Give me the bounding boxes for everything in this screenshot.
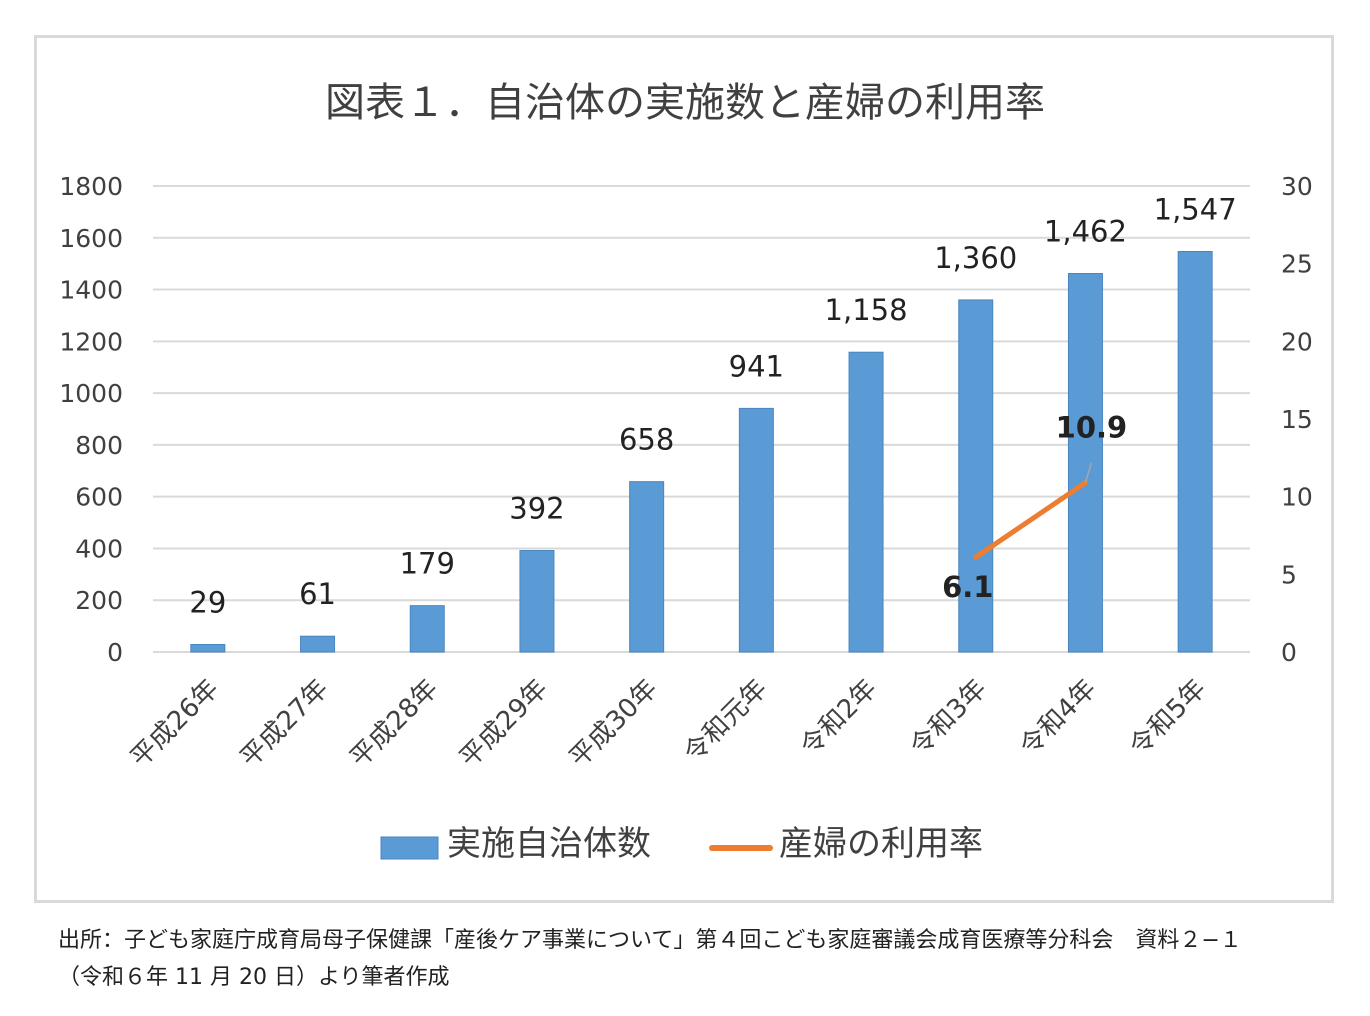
bar xyxy=(1177,250,1213,653)
left-axis-ticks: 0 200 400 600 800 1000 1200 1400 1600 1800 xyxy=(59,172,123,667)
left-tick-label: 600 xyxy=(75,483,123,512)
right-tick-label: 15 xyxy=(1281,405,1313,434)
bar xyxy=(1067,273,1103,653)
right-tick-label: 30 xyxy=(1281,172,1313,201)
bar-data-label: 392 xyxy=(509,492,564,526)
line-path xyxy=(973,480,1088,560)
legend-label-bars: 実施自治体数 xyxy=(447,824,651,864)
bar xyxy=(409,605,445,653)
source-line-2: （令和６年 11 月 20 日）より筆者作成 xyxy=(58,965,450,990)
gridlines xyxy=(153,185,1250,653)
left-tick-label: 1200 xyxy=(59,327,123,356)
category-label: 令和5年 xyxy=(1124,674,1212,762)
bar-series xyxy=(190,250,1213,653)
category-label: 令和3年 xyxy=(905,674,993,762)
line-data-label: 6.1 xyxy=(942,570,993,604)
source-line-1: 出所：子ども家庭庁成育局母子保健課「産後ケア事業について」第４回こども家庭審議会… xyxy=(58,928,1242,953)
legend-label-line: 産婦の利用率 xyxy=(779,824,983,864)
chart-frame xyxy=(34,35,1334,903)
left-tick-label: 800 xyxy=(75,431,123,460)
bar xyxy=(519,550,555,653)
right-axis-ticks: 0 5 10 15 20 25 30 xyxy=(1281,172,1313,667)
right-tick-label: 10 xyxy=(1281,483,1313,512)
category-label: 平成28年 xyxy=(344,674,444,774)
bar xyxy=(848,351,884,653)
bar xyxy=(300,635,336,653)
left-tick-label: 400 xyxy=(75,534,123,563)
category-label: 令和4年 xyxy=(1014,674,1102,762)
left-tick-label: 200 xyxy=(75,586,123,615)
right-tick-label: 0 xyxy=(1281,638,1297,667)
bar xyxy=(958,299,994,653)
bar-data-label: 29 xyxy=(189,585,226,619)
source-note: 出所：子ども家庭庁成育局母子保健課「産後ケア事業について」第４回こども家庭審議会… xyxy=(58,922,1348,996)
left-tick-label: 0 xyxy=(107,638,123,667)
bar-data-label: 658 xyxy=(619,423,674,457)
bar-data-labels: 29 61 179 392 658 941 1,158 1,360 1,462 1,547 xyxy=(189,192,1236,619)
bar-data-label: 1,158 xyxy=(825,293,908,327)
bar-data-label: 61 xyxy=(299,577,336,611)
bar xyxy=(629,481,665,653)
left-tick-label: 1800 xyxy=(59,172,123,201)
category-labels: 平成26年 平成27年 平成28年 平成29年 平成30年 令和元年 令和2年 令和3年 令和4… xyxy=(125,674,1212,774)
category-label: 平成27年 xyxy=(235,674,335,774)
bar-data-label: 179 xyxy=(400,547,455,581)
bar xyxy=(738,407,774,653)
category-label: 平成29年 xyxy=(454,674,554,774)
legend-swatch-bars xyxy=(380,836,439,860)
chart-svg: 図表１．自治体の実施数と産婦の利用率 020040060080010001200… xyxy=(59,80,1313,864)
bar-data-label: 1,360 xyxy=(934,241,1017,275)
category-label: 令和元年 xyxy=(679,674,774,769)
category-label: 平成30年 xyxy=(564,674,664,774)
line-data-label: 10.9 xyxy=(1056,411,1128,445)
category-label: 令和2年 xyxy=(795,674,883,762)
bar-data-label: 1,547 xyxy=(1154,192,1237,226)
line-series: 6.1 10.9 xyxy=(942,411,1127,605)
bar-data-label: 941 xyxy=(729,349,784,383)
legend: 実施自治体数 産婦の利用率 xyxy=(380,824,983,864)
right-tick-label: 20 xyxy=(1281,327,1313,356)
chart-title: 図表１．自治体の実施数と産婦の利用率 xyxy=(325,80,1045,126)
left-tick-label: 1400 xyxy=(59,276,123,305)
bar xyxy=(190,643,226,653)
category-label: 平成26年 xyxy=(125,674,225,774)
data-label-leader xyxy=(1084,462,1093,483)
left-tick-label: 1000 xyxy=(59,379,123,408)
right-tick-label: 5 xyxy=(1281,560,1297,589)
right-tick-label: 25 xyxy=(1281,250,1313,279)
left-tick-label: 1600 xyxy=(59,224,123,253)
bar-data-label: 1,462 xyxy=(1044,215,1127,249)
